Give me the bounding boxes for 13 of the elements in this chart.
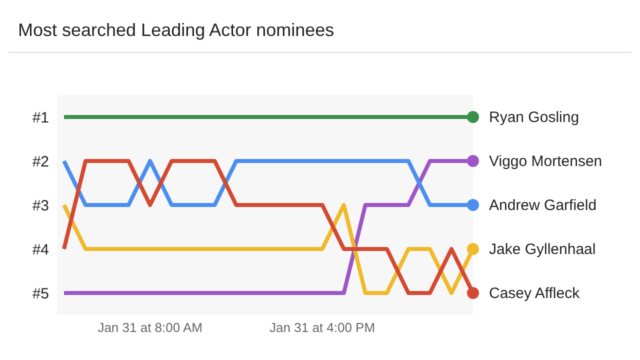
series-label: Viggo Mortensen bbox=[489, 153, 602, 170]
y-tick-label: #2 bbox=[32, 153, 49, 170]
y-tick-label: #3 bbox=[32, 197, 49, 214]
series-label: Andrew Garfield bbox=[489, 197, 597, 214]
x-tick-label: Jan 31 at 4:00 PM bbox=[270, 320, 376, 336]
y-tick-label: #5 bbox=[32, 285, 49, 302]
series-label: Jake Gyllenhaal bbox=[489, 241, 596, 258]
series-label: Ryan Gosling bbox=[489, 109, 580, 126]
y-tick-label: #1 bbox=[32, 109, 49, 126]
chart-title: Most searched Leading Actor nominees bbox=[8, 8, 632, 53]
y-tick-label: #4 bbox=[32, 241, 49, 258]
series-label: Casey Affleck bbox=[489, 285, 580, 302]
x-tick-label: Jan 31 at 8:00 AM bbox=[98, 320, 203, 336]
